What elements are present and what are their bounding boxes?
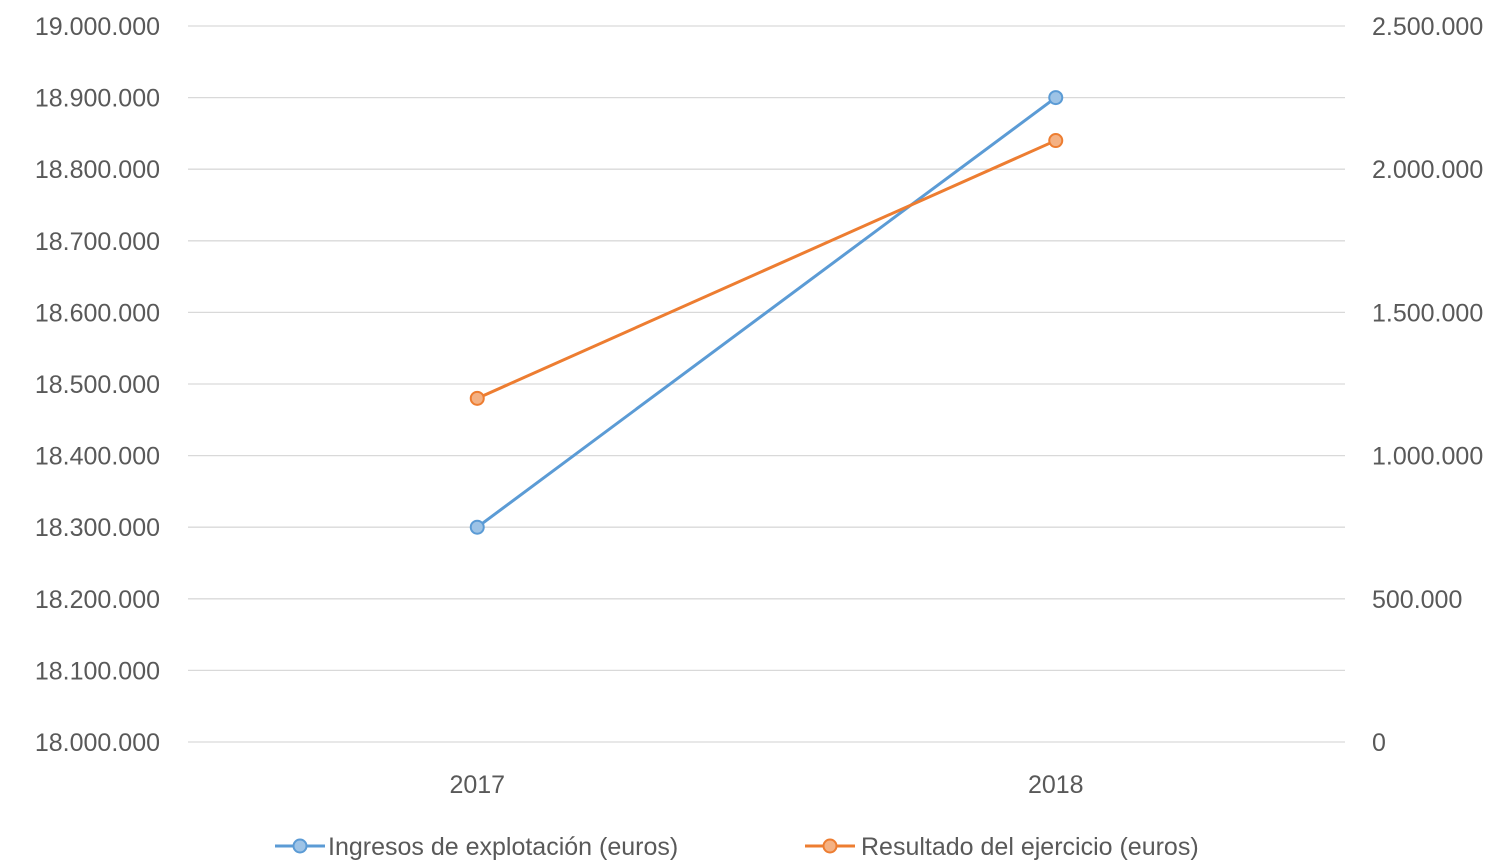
data-point [1048,133,1064,149]
left-tick-label: 18.000.000 [35,729,160,757]
legend-swatch-marker [292,838,308,854]
left-tick-label: 18.900.000 [35,85,160,113]
right-axis: 0 500.000 1.000.000 1.500.000 2.000.000 2.500… [1372,13,1483,757]
right-tick-label: 1.500.000 [1372,299,1483,327]
left-tick-label: 18.100.000 [35,657,160,685]
data-point [469,519,485,535]
x-tick-label: 2017 [449,771,505,799]
gridlines [188,25,1345,743]
left-tick-label: 18.600.000 [35,299,160,327]
right-tick-label: 1.000.000 [1372,443,1483,471]
series-line-1 [476,139,1057,400]
right-tick-label: 500.000 [1372,586,1462,614]
data-point [1048,90,1064,106]
series-line-0 [476,96,1057,529]
legend-swatch-marker [822,838,838,854]
left-tick-label: 18.500.000 [35,371,160,399]
left-tick-label: 18.300.000 [35,514,160,542]
left-tick-label: 18.200.000 [35,586,160,614]
left-axis: 18.000.000 18.100.000 18.200.000 18.300.000… [35,13,160,757]
legend-label: Ingresos de explotación (euros) [328,833,678,860]
legend: Ingresos de explotación (euros) Resultado… [275,833,1199,860]
right-tick-label: 2.000.000 [1372,156,1483,184]
left-tick-label: 18.800.000 [35,156,160,184]
data-point [469,390,485,406]
series-lines [469,90,1064,535]
right-tick-label: 0 [1372,729,1386,757]
left-tick-label: 19.000.000 [35,13,160,41]
left-tick-label: 18.400.000 [35,443,160,471]
x-tick-label: 2018 [1028,771,1084,799]
x-axis: 2017 2018 [449,771,1083,799]
left-tick-label: 18.700.000 [35,228,160,256]
legend-label: Resultado del ejercicio (euros) [861,833,1199,860]
right-tick-label: 2.500.000 [1372,13,1483,41]
